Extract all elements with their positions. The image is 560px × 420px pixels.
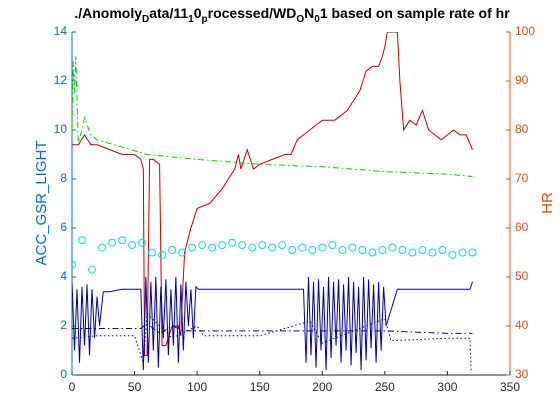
y2-tick-label: 30 xyxy=(515,367,529,381)
marker xyxy=(418,246,427,255)
marker xyxy=(458,248,467,257)
y2-tick-label: 50 xyxy=(515,269,529,283)
y-tick-label: 10 xyxy=(54,122,68,136)
title-part: O xyxy=(296,14,304,25)
x-tick-label: 0 xyxy=(69,380,76,394)
marker xyxy=(378,246,387,255)
series-line xyxy=(72,276,473,371)
marker xyxy=(318,243,327,252)
y2-tick-label: 100 xyxy=(515,24,535,38)
title-part: 0 xyxy=(194,5,202,21)
x-tick-label: 200 xyxy=(312,380,332,394)
marker xyxy=(188,243,197,252)
title-part: ata/11 xyxy=(149,5,188,21)
y2-tick-label: 80 xyxy=(515,122,529,136)
marker xyxy=(428,248,437,257)
marker xyxy=(238,241,247,250)
x-tick-label: 100 xyxy=(187,380,207,394)
x-tick-label: 350 xyxy=(500,380,520,394)
title-part: 0 xyxy=(314,14,320,25)
marker xyxy=(198,241,207,250)
x-tick-label: 150 xyxy=(250,380,270,394)
marker xyxy=(338,246,347,255)
y-tick-label: 12 xyxy=(54,73,68,87)
marker xyxy=(128,241,137,250)
title-part: ./Anomoly xyxy=(74,5,142,21)
y-axis-label: ACC_GSR_LIGHT xyxy=(33,140,50,265)
marker xyxy=(438,246,447,255)
y-tick-label: 14 xyxy=(54,24,68,38)
marker xyxy=(78,236,87,245)
chart-title: ./AnomolyData/1110processed/WDON01 based… xyxy=(74,5,510,25)
marker xyxy=(88,265,97,274)
marker xyxy=(168,246,177,255)
marker xyxy=(138,238,147,247)
y2-tick-label: 60 xyxy=(515,220,529,234)
y2-tick-label: 70 xyxy=(515,171,529,185)
series-line xyxy=(72,312,472,373)
y-tick-label: 8 xyxy=(60,171,67,185)
y-tick-label: 0 xyxy=(60,367,67,381)
marker xyxy=(328,241,337,250)
x-tick-label: 250 xyxy=(375,380,395,394)
title-part: D xyxy=(142,14,149,25)
title-part: p xyxy=(202,14,208,25)
series-line xyxy=(72,56,473,178)
marker xyxy=(208,243,217,252)
marker xyxy=(448,250,457,259)
title-part: rocessed/WD xyxy=(208,5,297,21)
marker xyxy=(148,248,157,257)
marker xyxy=(118,236,127,245)
marker xyxy=(72,260,76,269)
x-tick-label: 50 xyxy=(128,380,142,394)
title-part: 1 based on sample rate of hr xyxy=(320,5,510,21)
marker xyxy=(398,246,407,255)
marker xyxy=(248,243,257,252)
series-line xyxy=(72,32,473,356)
title-part: 1 xyxy=(188,14,194,25)
y2-axis-label: HR xyxy=(539,192,556,214)
marker xyxy=(268,243,277,252)
marker xyxy=(278,241,287,250)
y-tick-label: 6 xyxy=(60,220,67,234)
marker xyxy=(388,243,397,252)
marker xyxy=(358,246,367,255)
series-line xyxy=(72,322,473,334)
marker xyxy=(308,246,317,255)
marker xyxy=(298,243,307,252)
marker xyxy=(178,248,187,257)
y2-tick-label: 40 xyxy=(515,318,529,332)
x-tick-label: 300 xyxy=(437,380,457,394)
marker xyxy=(288,246,297,255)
marker xyxy=(228,238,237,247)
marker xyxy=(468,248,477,257)
marker xyxy=(368,248,377,257)
marker xyxy=(108,238,117,247)
marker xyxy=(218,241,227,250)
marker xyxy=(258,241,267,250)
y-tick-label: 2 xyxy=(60,318,67,332)
marker xyxy=(408,248,417,257)
marker xyxy=(348,243,357,252)
title-part: N xyxy=(304,5,314,21)
marker xyxy=(158,250,167,259)
y-tick-label: 4 xyxy=(60,269,67,283)
marker xyxy=(98,243,107,252)
y2-tick-label: 90 xyxy=(515,73,529,87)
